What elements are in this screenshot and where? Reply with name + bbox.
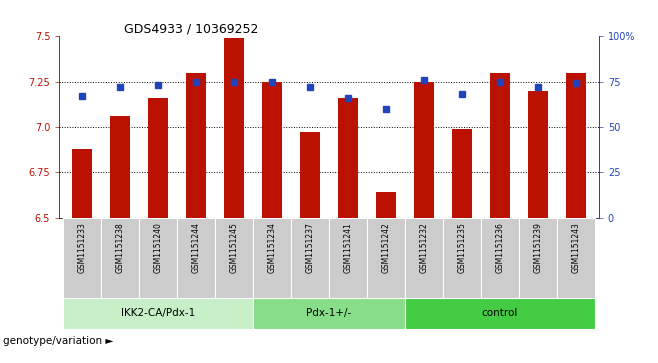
Bar xyxy=(291,218,329,298)
Text: control: control xyxy=(482,308,518,318)
Bar xyxy=(451,129,472,218)
Text: GSM1151239: GSM1151239 xyxy=(534,222,542,273)
Bar xyxy=(565,73,586,218)
Bar xyxy=(253,218,291,298)
Bar xyxy=(490,73,511,218)
Bar xyxy=(261,82,282,218)
Text: GSM1151240: GSM1151240 xyxy=(153,222,163,273)
Bar xyxy=(63,298,253,329)
Bar xyxy=(215,218,253,298)
Bar xyxy=(367,218,405,298)
Bar xyxy=(186,73,207,218)
Text: GSM1151243: GSM1151243 xyxy=(572,222,580,273)
Text: GDS4933 / 10369252: GDS4933 / 10369252 xyxy=(124,22,259,35)
Bar xyxy=(299,132,320,218)
Bar xyxy=(481,218,519,298)
Bar xyxy=(376,192,396,218)
Text: GSM1151244: GSM1151244 xyxy=(191,222,201,273)
Bar xyxy=(147,98,168,218)
Text: GSM1151235: GSM1151235 xyxy=(457,222,467,273)
Text: IKK2-CA/Pdx-1: IKK2-CA/Pdx-1 xyxy=(121,308,195,318)
Bar xyxy=(413,82,434,218)
Bar xyxy=(101,218,139,298)
Text: Pdx-1+/-: Pdx-1+/- xyxy=(307,308,351,318)
Text: GSM1151237: GSM1151237 xyxy=(305,222,315,273)
Bar xyxy=(329,218,367,298)
Bar xyxy=(443,218,481,298)
Text: GSM1151236: GSM1151236 xyxy=(495,222,505,273)
Bar xyxy=(110,116,130,218)
Bar xyxy=(139,218,177,298)
Text: GSM1151245: GSM1151245 xyxy=(230,222,238,273)
Bar xyxy=(224,38,245,218)
Bar xyxy=(253,298,405,329)
Bar xyxy=(72,149,93,218)
Bar xyxy=(338,98,359,218)
Text: GSM1151242: GSM1151242 xyxy=(382,222,390,273)
Bar xyxy=(519,218,557,298)
Text: GSM1151241: GSM1151241 xyxy=(343,222,353,273)
Bar xyxy=(63,218,101,298)
Text: GSM1151232: GSM1151232 xyxy=(420,222,428,273)
Text: GSM1151238: GSM1151238 xyxy=(116,222,124,273)
Bar xyxy=(557,218,595,298)
Bar xyxy=(405,298,595,329)
Text: GSM1151234: GSM1151234 xyxy=(268,222,276,273)
Bar xyxy=(405,218,443,298)
Bar xyxy=(528,91,548,218)
Text: GSM1151233: GSM1151233 xyxy=(78,222,86,273)
Text: genotype/variation ►: genotype/variation ► xyxy=(3,336,114,346)
Bar xyxy=(177,218,215,298)
